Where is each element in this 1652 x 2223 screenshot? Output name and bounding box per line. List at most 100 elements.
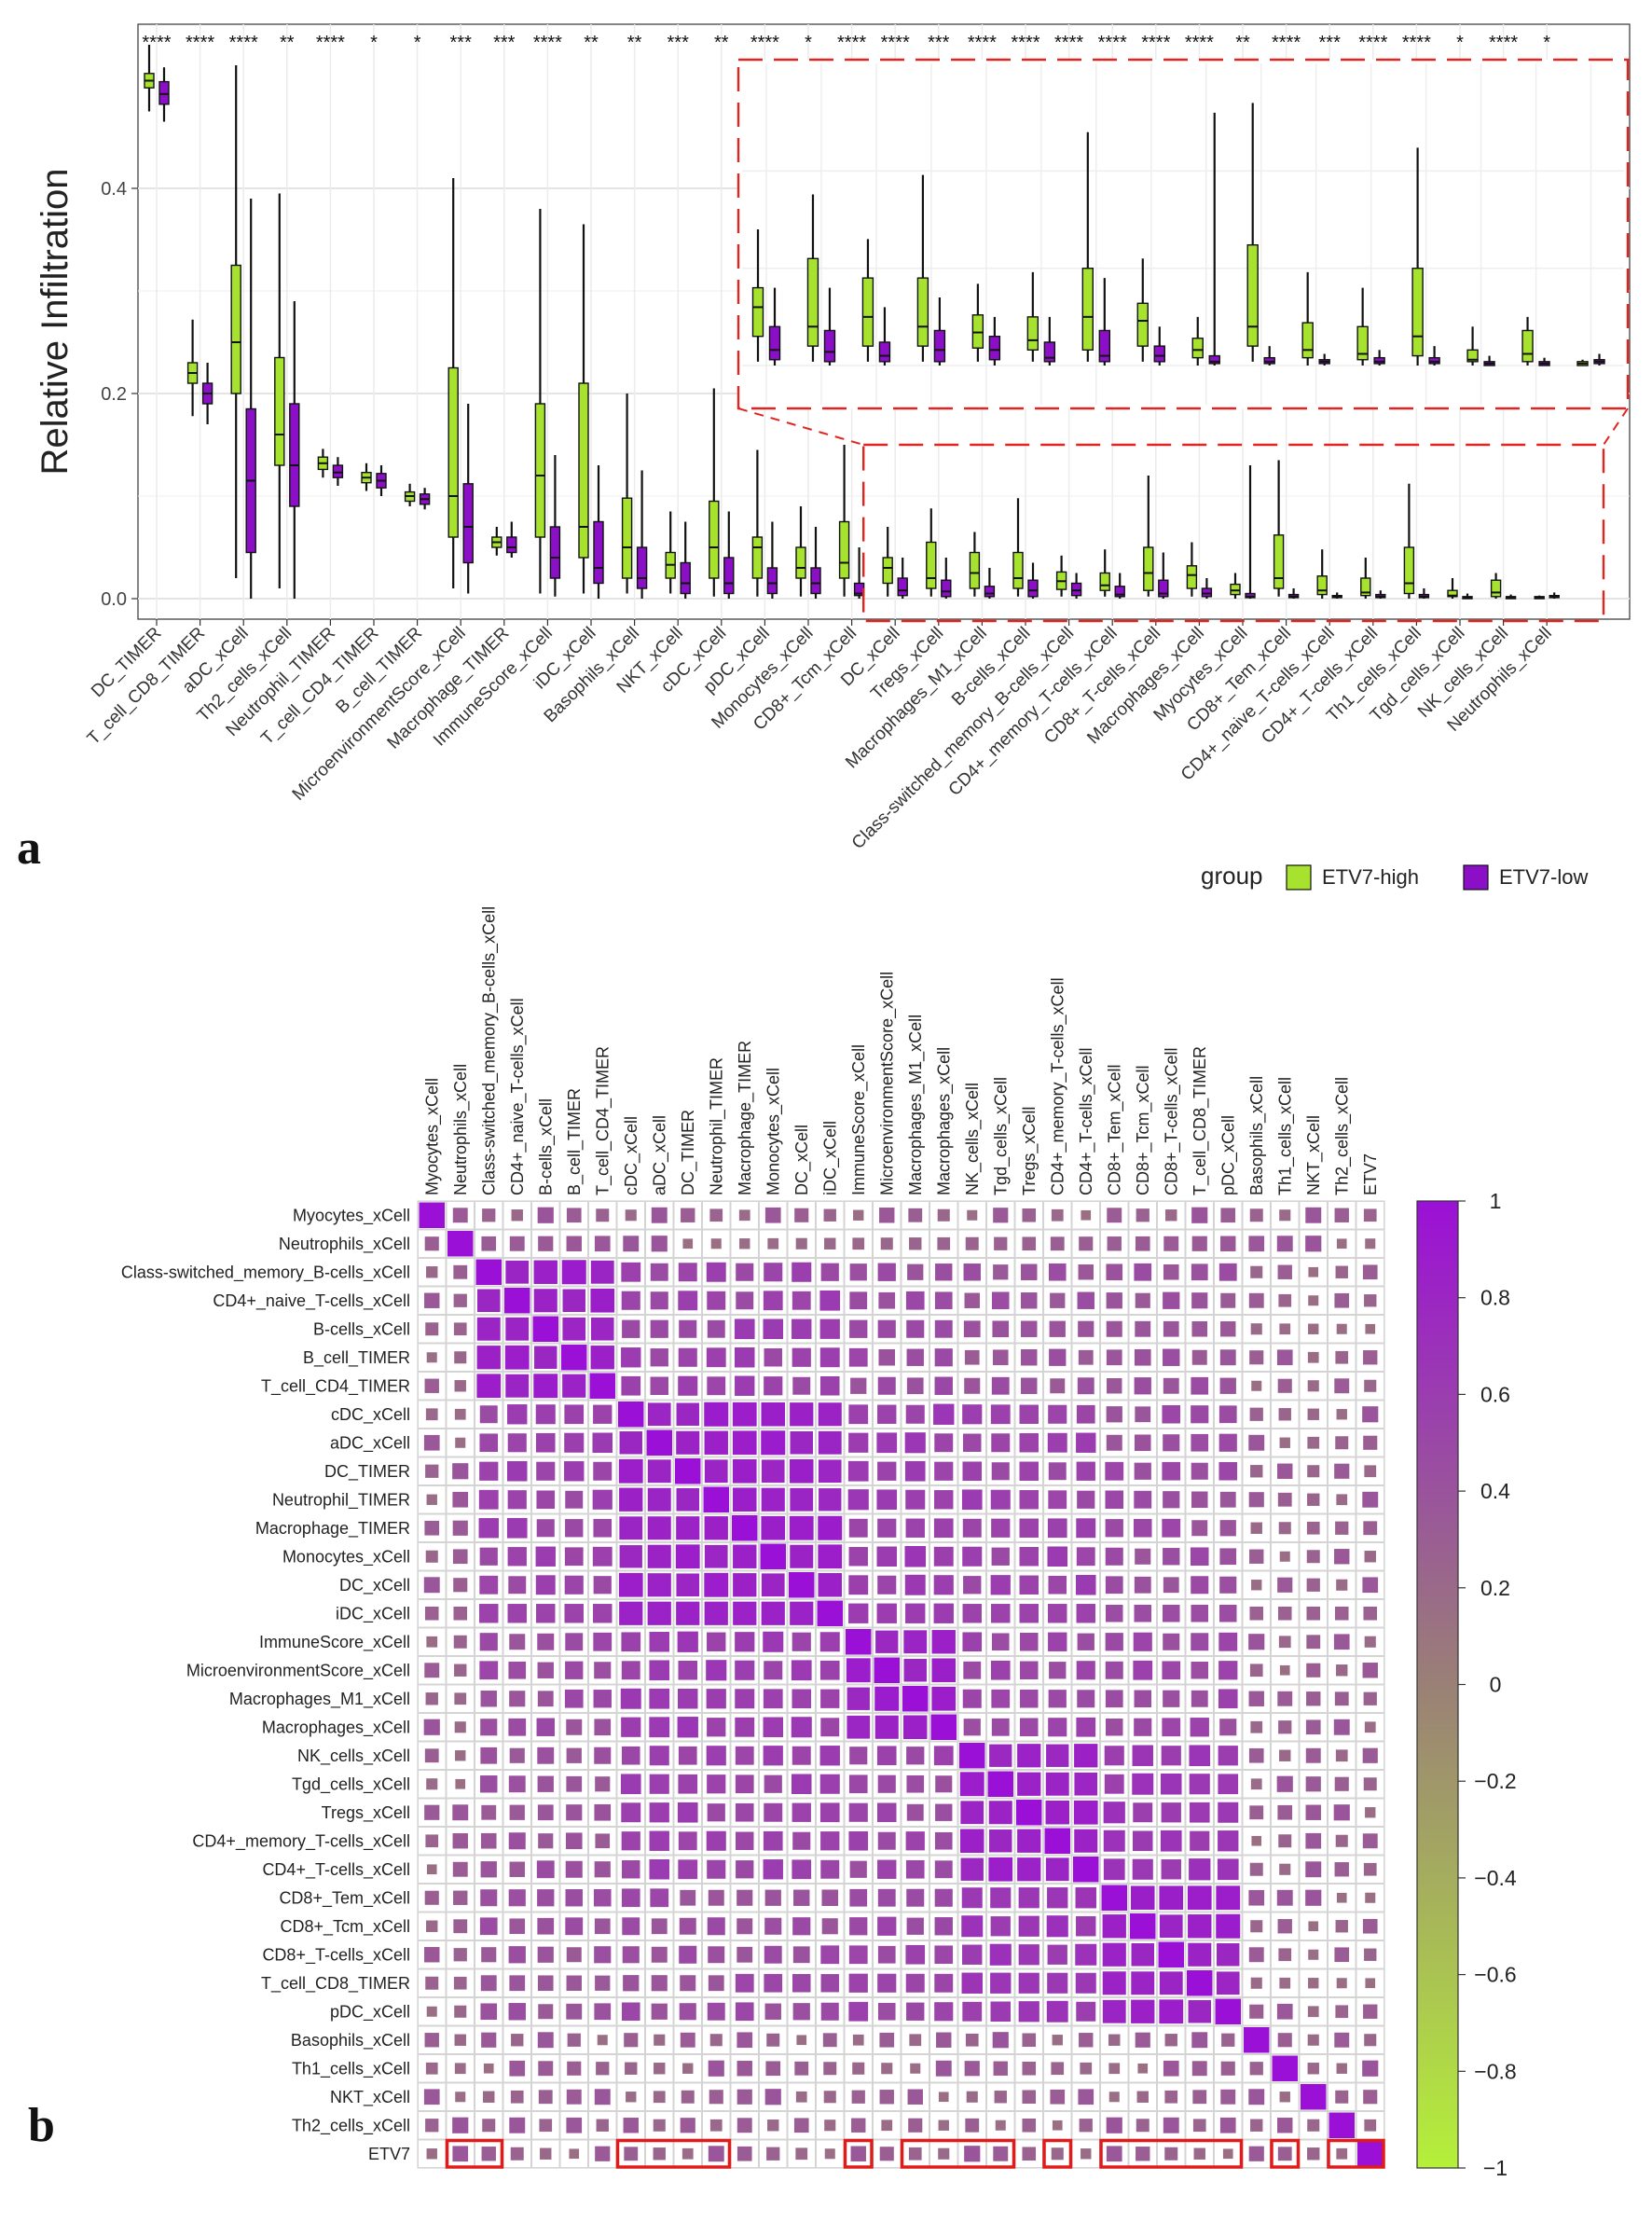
y-tick-label: 0.4 (101, 179, 127, 200)
heatmap-cell (959, 1772, 984, 1797)
heatmap-cell (1365, 1892, 1376, 1903)
heatmap-cell (1306, 1663, 1321, 1678)
heatmap-cell (823, 2062, 837, 2076)
heatmap-cell (453, 1264, 468, 1279)
heatmap-cell (478, 1489, 499, 1510)
etv7-highlight-box (445, 2138, 504, 2169)
heatmap-cell (622, 1860, 640, 1879)
heatmap-cell (509, 1861, 525, 1877)
heatmap-cell (1188, 1914, 1212, 1939)
box-high-box (882, 557, 893, 585)
heatmap-cell (1251, 1580, 1262, 1591)
heatmap-cell (1019, 1661, 1039, 1680)
significance-label: **** (186, 33, 214, 53)
y-tick-label: 0.2 (101, 384, 127, 405)
heatmap-cell (538, 2004, 554, 2020)
heatmap-cell (1279, 1437, 1290, 1448)
heatmap-cell (594, 2089, 611, 2106)
heatmap-cell (1334, 1691, 1349, 1706)
heatmap-cell (1161, 1802, 1181, 1823)
heatmap-cell (847, 1489, 869, 1511)
heatmap-cell (1363, 1691, 1377, 1705)
heatmap-cell (479, 1575, 499, 1595)
heatmap-cell (475, 1259, 502, 1285)
heatmap-cell (536, 1519, 555, 1538)
heatmap-cell-frame (502, 1713, 531, 1742)
heatmap-cell (1305, 1207, 1322, 1223)
box-low-box (723, 557, 735, 595)
heatmap-cell (453, 1322, 467, 1336)
heatmap-cell (1308, 1949, 1319, 1960)
heatmap-cell (1278, 1293, 1292, 1307)
heatmap-cell (481, 2032, 497, 2048)
heatmap-cell-frame (1043, 2025, 1072, 2054)
heatmap-cell (1022, 1236, 1037, 1251)
heatmap-cell (703, 1486, 729, 1512)
heatmap-cell (877, 1575, 897, 1595)
heatmap-cell (649, 1660, 670, 1681)
heatmap-cell (455, 2092, 466, 2103)
row-label: CD8+_T-cells_xCell (262, 1945, 410, 1965)
etv7-highlight-box (1270, 2138, 1301, 2169)
heatmap-cell (1163, 1291, 1180, 1309)
heatmap-cell (878, 1348, 896, 1366)
heatmap-cell (874, 1686, 900, 1711)
heatmap-cell (1307, 2034, 1319, 2046)
heatmap-cell (479, 1633, 498, 1651)
heatmap-cell (1221, 2033, 1235, 2047)
heatmap-cell (480, 2003, 498, 2021)
heatmap-cell (536, 1461, 556, 1481)
heatmap-cell (849, 1917, 868, 1936)
heatmap-cell (794, 2061, 809, 2076)
heatmap-cell (1136, 2147, 1150, 2161)
heatmap-cell (452, 2117, 469, 2133)
heatmap-cell (963, 1320, 981, 1338)
heatmap-cell (962, 1546, 983, 1567)
heatmap-cell (1328, 2112, 1355, 2138)
heatmap-cell (733, 1601, 757, 1625)
column-label: pDC_xCell (1218, 1115, 1238, 1195)
heatmap-cell (995, 2119, 1006, 2131)
heatmap-cell (1334, 2032, 1350, 2048)
heatmap-cell (1277, 1919, 1292, 1934)
heatmap-cell (1105, 1547, 1123, 1566)
etv7-highlight-box (900, 2138, 1016, 2169)
heatmap-cell (561, 1345, 587, 1371)
heatmap-cell (535, 1404, 556, 1425)
heatmap-cell-frame (957, 1656, 986, 1685)
heatmap-cell (964, 2146, 981, 2162)
heatmap-cell (536, 1860, 555, 1879)
heatmap-cell (509, 1691, 526, 1707)
heatmap-cell (1191, 1491, 1208, 1509)
heatmap-cell (761, 1401, 786, 1427)
row-label: CD4+_T-cells_xCell (262, 1860, 410, 1880)
heatmap-cell (1102, 1971, 1126, 1995)
box-high-box (274, 356, 285, 466)
heatmap-cell (1365, 1807, 1376, 1818)
heatmap-cell (425, 1976, 439, 1990)
heatmap-cell (1276, 2003, 1293, 2020)
heatmap-cell (618, 1401, 644, 1428)
heatmap-cell (424, 1748, 439, 1763)
heatmap-cell-frame (1128, 1485, 1157, 1514)
heatmap-cell (904, 1574, 926, 1595)
row-label: Th2_cells_xCell (292, 2116, 410, 2135)
heatmap-cell (1335, 1834, 1348, 1847)
heatmap-cell (1307, 1493, 1320, 1506)
heatmap-cell (990, 1404, 1011, 1425)
heatmap-cell (592, 1546, 613, 1567)
heatmap-cell (1308, 1323, 1319, 1334)
heatmap-cell (735, 1774, 754, 1794)
heatmap-cell (1022, 2147, 1037, 2161)
heatmap-cell (877, 1859, 897, 1879)
heatmap-cell (847, 1460, 869, 1482)
heatmap-cell (936, 2032, 952, 2048)
heatmap-cell (876, 1489, 898, 1511)
heatmap-cell (618, 1458, 643, 1484)
heatmap-cell (681, 2090, 695, 2104)
heatmap-cell (1076, 1547, 1095, 1567)
significance-label: **** (1054, 33, 1083, 53)
column-label: CD4+_naive_T-cells_xCell (508, 998, 528, 1195)
heatmap-cell (849, 1860, 867, 1878)
heatmap-cell (1162, 1461, 1181, 1481)
